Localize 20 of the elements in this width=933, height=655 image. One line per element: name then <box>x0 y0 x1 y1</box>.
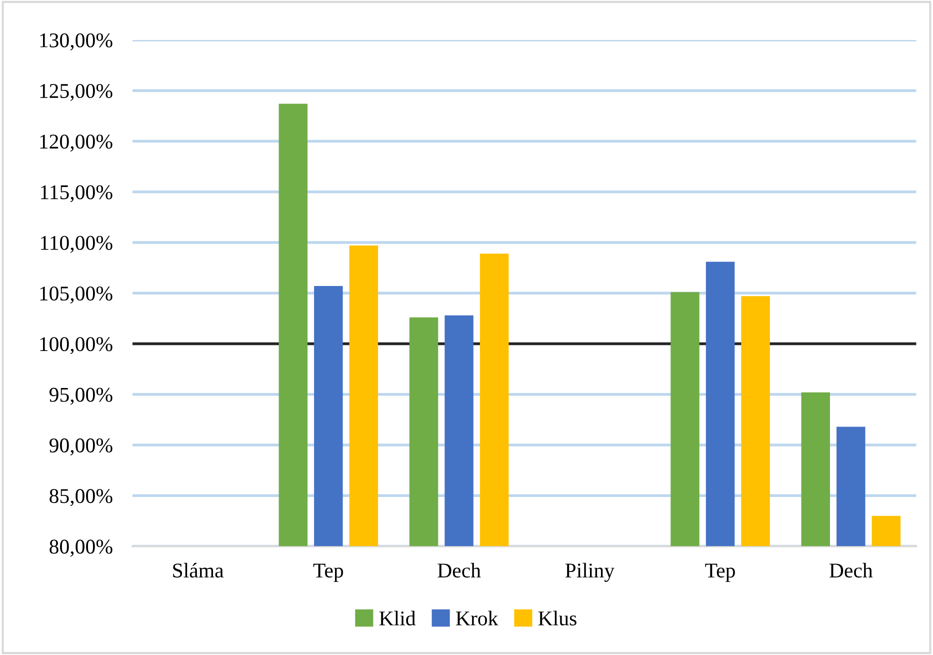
y-tick-label: 85,00% <box>50 489 112 506</box>
x-tick-label: Tep <box>313 564 344 582</box>
y-tick-label: 80,00% <box>50 540 112 557</box>
x-tick-label: Sláma <box>173 562 224 578</box>
y-tick-label: 100,00% <box>40 337 112 354</box>
y-tick-label: 125,00% <box>40 84 112 102</box>
legend-label: Klus <box>538 610 576 626</box>
x-tick-label: Piliny <box>565 562 614 582</box>
x-tick-label: Tep <box>705 564 735 582</box>
y-tick-label: 95,00% <box>49 388 112 405</box>
y-tick-label: 130,00% <box>40 33 112 50</box>
y-tick-label: 90,00% <box>49 438 112 456</box>
y-tick-label: 105,00% <box>40 286 112 304</box>
legend-label: Krok <box>456 610 498 626</box>
x-tick-label: Dech <box>830 562 873 578</box>
legend-label: Klid <box>379 610 416 626</box>
y-tick-label: 120,00% <box>40 134 112 152</box>
x-tick-label: Dech <box>438 562 481 578</box>
y-tick-label: 110,00% <box>41 236 112 253</box>
y-tick-label: 115,00% <box>41 185 112 202</box>
